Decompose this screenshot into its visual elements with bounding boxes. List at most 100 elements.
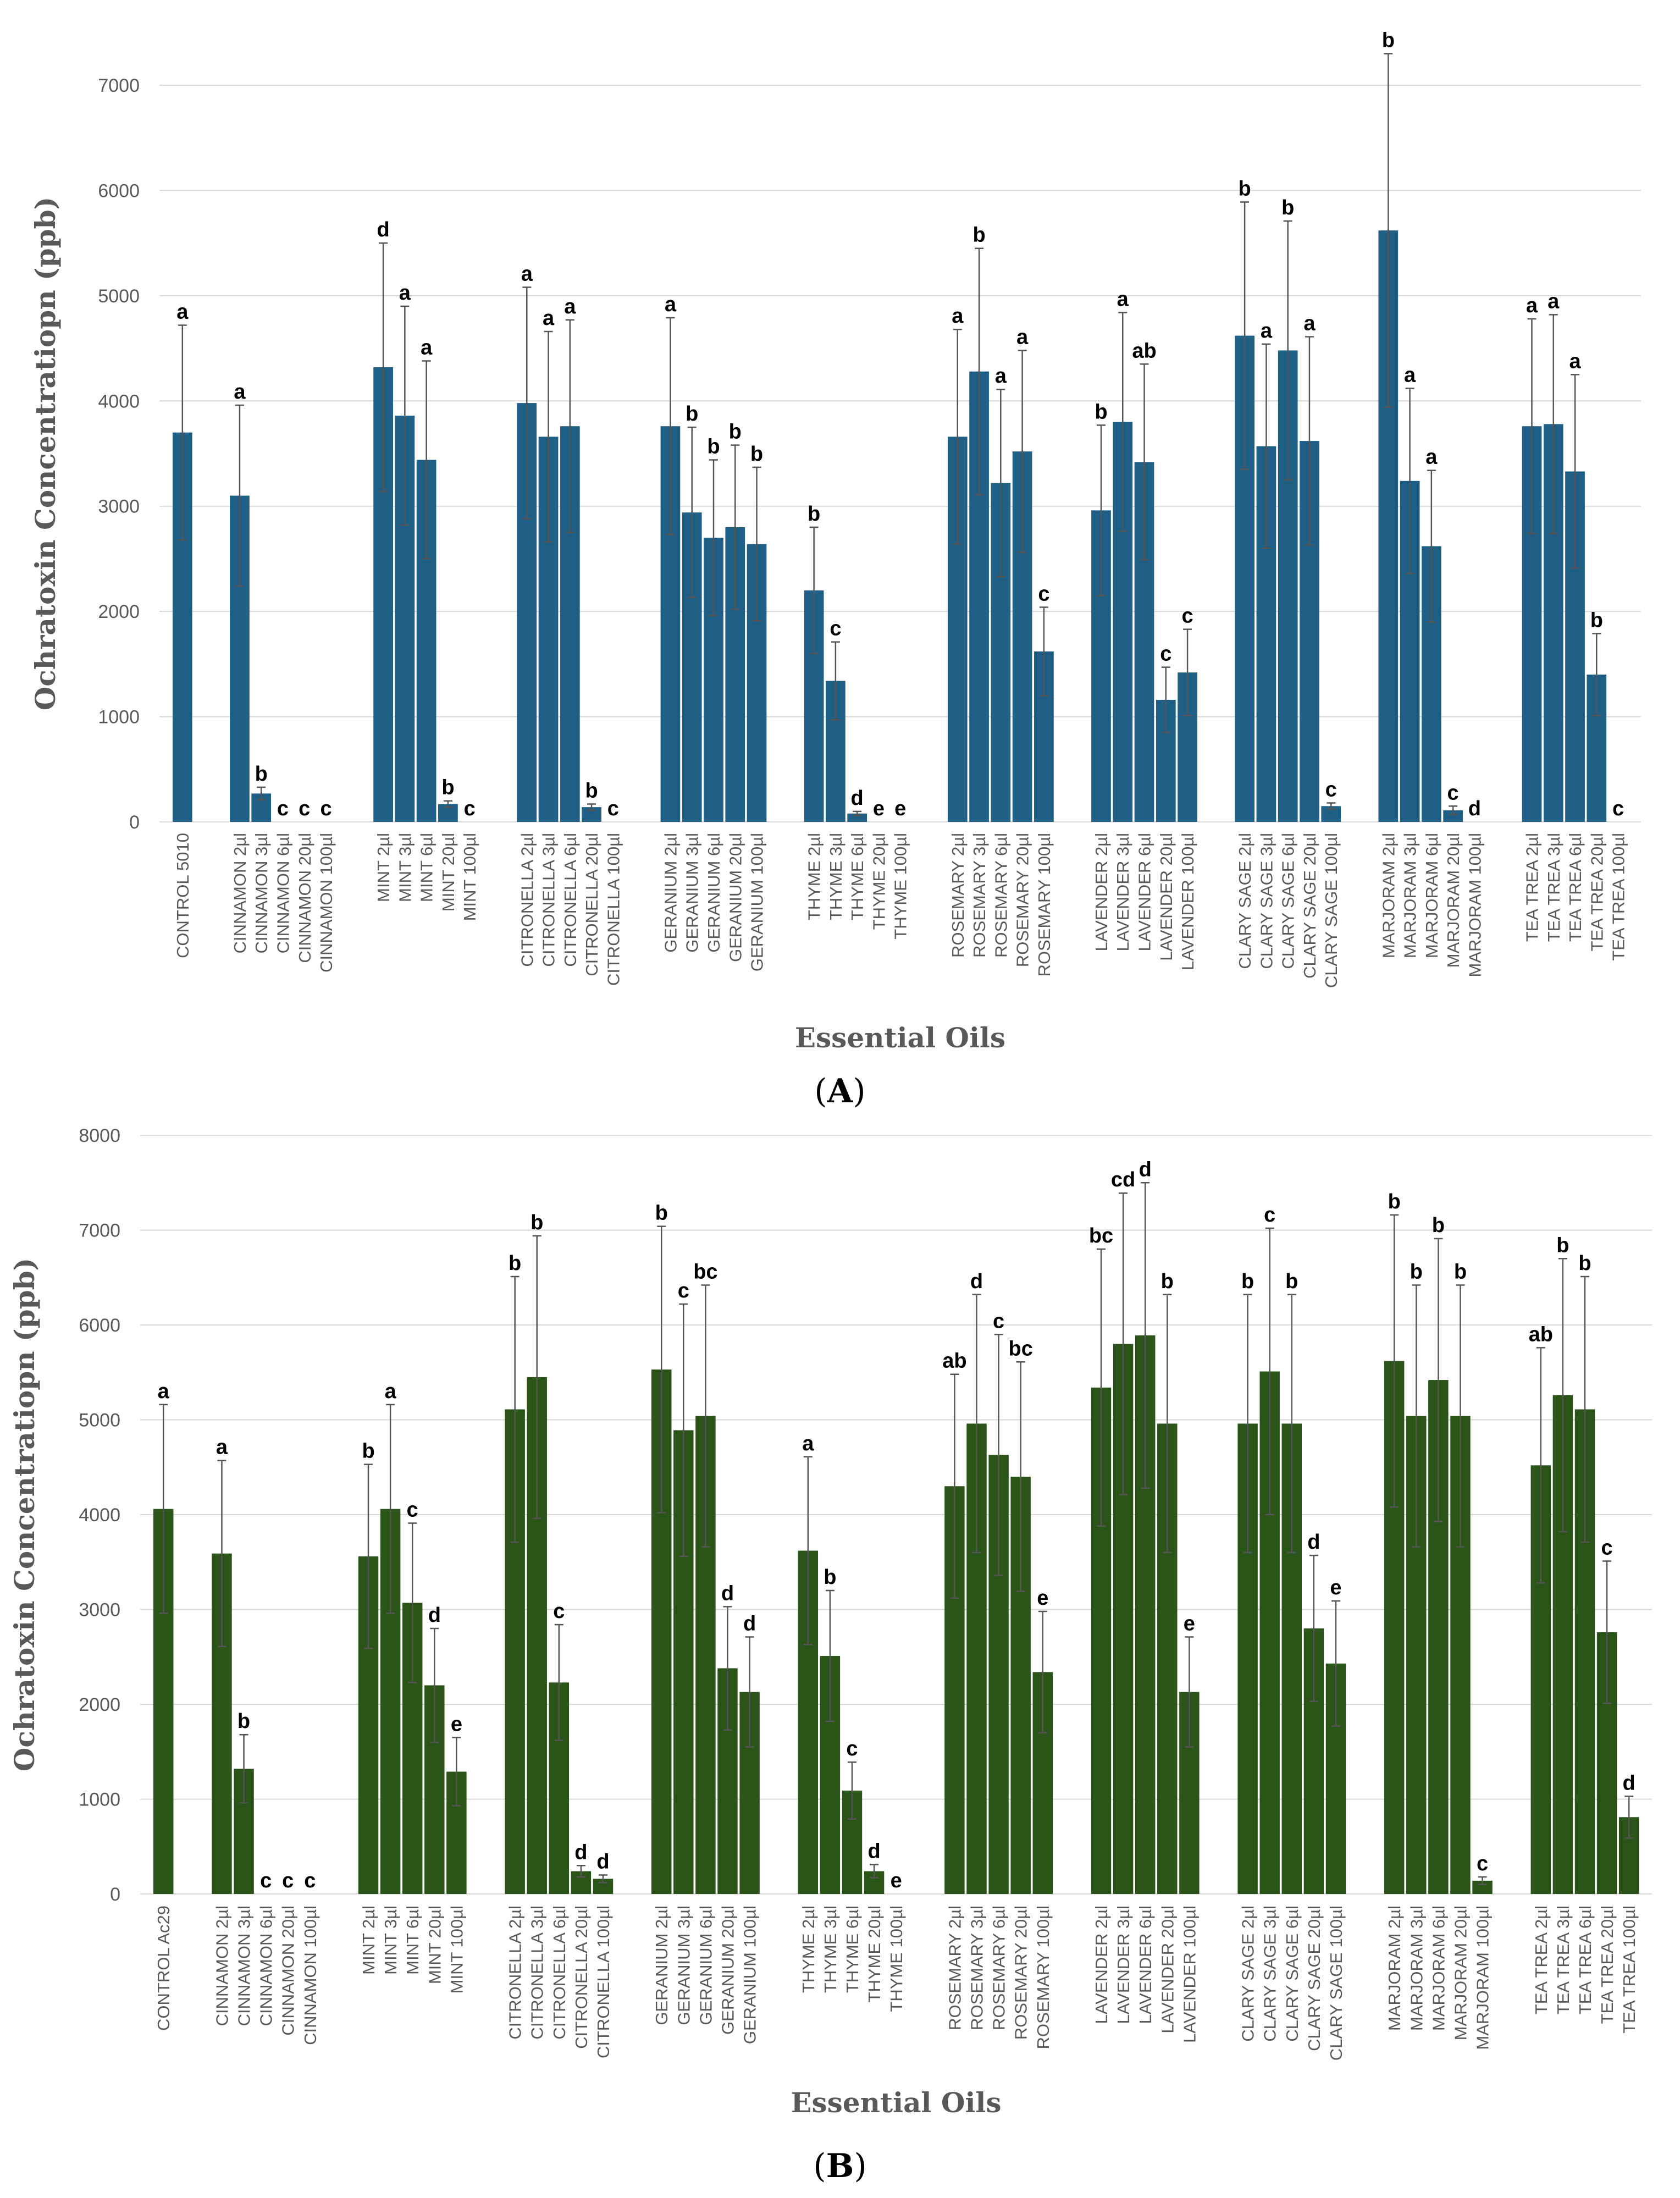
x-tick-label: MARJORAM 20µl bbox=[1444, 833, 1463, 968]
error-bar bbox=[1592, 633, 1601, 716]
y-tick-label: 5000 bbox=[79, 1410, 120, 1431]
y-tick-label: 1000 bbox=[98, 707, 140, 728]
error-bar bbox=[1119, 1192, 1128, 1496]
error-bar bbox=[996, 388, 1005, 578]
x-tick-label: CLARY SAGE 3µl bbox=[1261, 1906, 1280, 2042]
error-bar bbox=[1478, 1876, 1487, 1885]
significance-letter: d bbox=[1307, 1531, 1320, 1554]
error-bar bbox=[853, 810, 862, 816]
significance-letter: b bbox=[362, 1440, 374, 1463]
x-tick-label: CINNAMON 20µl bbox=[295, 833, 314, 963]
error-bar bbox=[1018, 350, 1027, 554]
x-tick-label: CITRONELLA 20µl bbox=[572, 1906, 591, 2049]
significance-letter: a bbox=[802, 1432, 814, 1455]
significance-letter: b bbox=[1578, 1252, 1591, 1275]
significance-letter: d bbox=[377, 218, 389, 241]
error-bar bbox=[953, 328, 962, 545]
significance-letter: a bbox=[543, 307, 555, 330]
error-bar bbox=[701, 1284, 710, 1548]
x-tick-label: MINT 20µl bbox=[425, 1906, 444, 1984]
error-bar bbox=[831, 641, 840, 721]
error-bar bbox=[598, 1874, 607, 1884]
x-tick-label: MARJORAM 6µl bbox=[1422, 833, 1441, 958]
error-bar bbox=[178, 324, 187, 541]
error-bar bbox=[1039, 606, 1048, 697]
error-bar bbox=[217, 1460, 226, 1648]
error-bar bbox=[1185, 1636, 1194, 1748]
significance-letter: b bbox=[808, 502, 820, 526]
x-tick-label: THYME 6µl bbox=[848, 833, 867, 920]
panel-b-label: (B) bbox=[813, 2147, 867, 2185]
significance-letter: d bbox=[721, 1582, 734, 1605]
x-tick-label: CITRONELLA 20µl bbox=[582, 833, 601, 976]
x-tick-label: LAVENDER 2µl bbox=[1092, 1906, 1111, 2024]
x-tick-label: GERANIUM 3µl bbox=[683, 833, 702, 953]
significance-letter: a bbox=[1303, 312, 1316, 335]
significance-letter: d bbox=[574, 1841, 587, 1864]
error-bar bbox=[257, 786, 266, 801]
x-tick-label: CITRONELLA 2µl bbox=[506, 1906, 525, 2040]
error-bar bbox=[809, 526, 819, 654]
significance-letter: ab bbox=[1132, 339, 1156, 362]
significance-letter: b bbox=[1281, 196, 1294, 219]
x-tick-label: LAVENDER 100µl bbox=[1178, 833, 1197, 970]
panel-a-label: (A) bbox=[814, 1072, 865, 1111]
significance-letter: b bbox=[1410, 1261, 1423, 1284]
x-tick-label: ROSEMARY 3µl bbox=[968, 1906, 987, 2030]
error-bar bbox=[235, 404, 244, 587]
x-tick-label: THYME 3µl bbox=[821, 1906, 840, 1993]
x-tick-label: CLARY SAGE 6µl bbox=[1279, 833, 1298, 969]
significance-letter: a bbox=[216, 1436, 228, 1459]
y-tick-label: 5000 bbox=[98, 286, 140, 307]
significance-letter: e bbox=[894, 797, 906, 820]
significance-letter: b bbox=[1095, 400, 1107, 423]
significance-letter: a bbox=[952, 305, 964, 328]
error-bar bbox=[565, 319, 574, 533]
x-tick-label: TEA TREA 100µl bbox=[1609, 833, 1628, 961]
error-bar bbox=[752, 466, 761, 622]
significance-letter: d bbox=[851, 787, 864, 810]
y-tick-label: 2000 bbox=[98, 601, 140, 622]
error-bar bbox=[803, 1456, 813, 1645]
error-bar bbox=[1038, 1610, 1047, 1733]
error-bar bbox=[1016, 1361, 1025, 1592]
significance-letter: a bbox=[1261, 319, 1273, 343]
significance-letter: c bbox=[1038, 582, 1049, 605]
x-tick-label: CONTROL Ac29 bbox=[154, 1906, 173, 2031]
error-bar bbox=[1240, 201, 1250, 470]
x-axis-title: Essential Oils bbox=[791, 2086, 1001, 2119]
significance-letter: b bbox=[750, 443, 763, 466]
x-tick-label: GERANIUM 20µl bbox=[726, 833, 745, 962]
x-tick-label: ROSEMARY 3µl bbox=[970, 833, 989, 958]
x-tick-label: GERANIUM 100µl bbox=[740, 1906, 760, 2044]
y-axis-title: Ochratoxin Concentratiopn (ppb) bbox=[29, 197, 62, 710]
error-bar bbox=[239, 1733, 248, 1804]
x-tick-label: THYME 20µl bbox=[869, 833, 888, 930]
error-bar bbox=[1309, 1554, 1318, 1703]
significance-letter: a bbox=[1569, 350, 1581, 373]
error-bar bbox=[1449, 805, 1458, 815]
significance-letter: cd bbox=[1111, 1168, 1135, 1191]
y-tick-label: 6000 bbox=[98, 180, 140, 201]
significance-letter: c bbox=[407, 1499, 418, 1522]
significance-letter: a bbox=[1117, 288, 1129, 311]
x-tick-label: LAVENDER 6µl bbox=[1136, 1906, 1155, 2024]
significance-letter: bc bbox=[1009, 1337, 1033, 1360]
x-tick-label: ROSEMARY 100µl bbox=[1035, 833, 1054, 976]
error-bar bbox=[1602, 1560, 1612, 1704]
x-tick-label: ROSEMARY 6µl bbox=[991, 833, 1010, 958]
significance-letter: ab bbox=[942, 1350, 966, 1373]
x-tick-label: MARJORAM 20µl bbox=[1451, 1906, 1470, 2040]
error-bar bbox=[1287, 1294, 1296, 1554]
x-tick-label: MINT 6µl bbox=[417, 833, 436, 902]
x-axis-title: Essential Oils bbox=[795, 1021, 1005, 1054]
significance-letter: bc bbox=[1089, 1224, 1113, 1247]
error-bar bbox=[587, 803, 596, 811]
significance-letter: c bbox=[299, 797, 310, 820]
x-tick-label: THYME 3µl bbox=[826, 833, 845, 920]
x-tick-label: CINNAMON 3µl bbox=[235, 1906, 254, 2026]
x-tick-label: CLARY SAGE 100µl bbox=[1322, 833, 1341, 988]
x-tick-label: MARJORAM 3µl bbox=[1401, 833, 1420, 958]
error-bar bbox=[687, 426, 697, 599]
x-tick-label: LAVENDER 20µl bbox=[1157, 833, 1176, 961]
